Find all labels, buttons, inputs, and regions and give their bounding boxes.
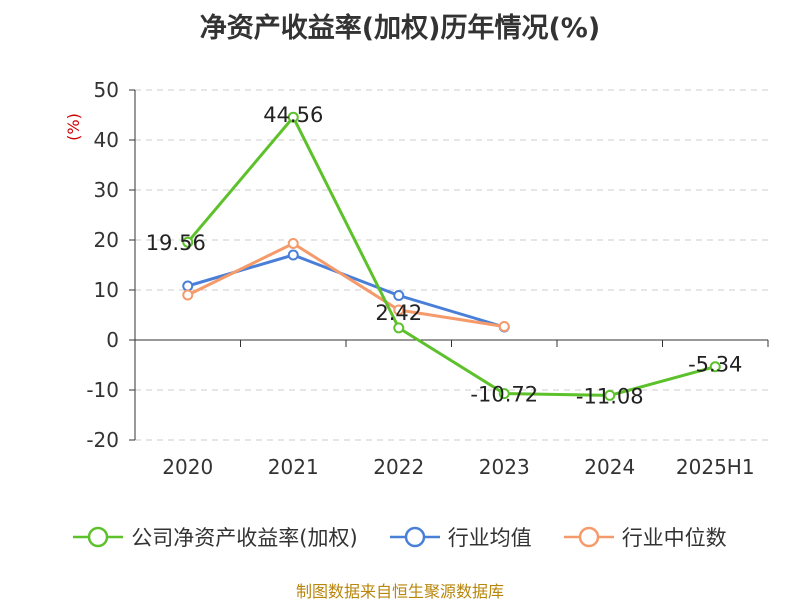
legend-item-industry-avg[interactable]: 行业均值 — [389, 522, 532, 552]
legend-circle-industry-avg — [404, 526, 425, 548]
y-axis-unit-label: (%) — [64, 113, 83, 141]
data-point-0 — [709, 361, 721, 373]
legend-label-company: 公司净资产收益率(加权) — [131, 526, 358, 550]
data-point-0 — [182, 236, 194, 248]
y-tick-label: -20 — [86, 428, 119, 452]
data-point-2 — [498, 321, 510, 332]
x-tick-label: 2020 — [162, 455, 213, 479]
data-point-0 — [604, 389, 616, 401]
series-line-0 — [186, 115, 716, 397]
data-point-2 — [287, 238, 299, 249]
data-label: 19.56 — [146, 231, 206, 255]
x-tick-label: 2022 — [373, 455, 424, 479]
legend-marker-industry-median — [563, 526, 614, 548]
legend: 公司净资产收益率(加权) 行业均值 行业中位数 — [0, 519, 800, 555]
legend-marker-industry-avg — [389, 526, 440, 548]
legend-circle-company — [88, 526, 109, 548]
chart-title: 净资产收益率(加权)历年情况(%) — [199, 13, 601, 44]
data-point-0 — [393, 322, 405, 334]
data-point-1 — [182, 280, 194, 292]
series-line-2 — [187, 242, 505, 328]
legend-item-industry-median[interactable]: 行业中位数 — [563, 522, 727, 552]
x-tick-label: 2025H1 — [676, 455, 755, 479]
legend-label-industry-median: 行业中位数 — [621, 526, 727, 550]
legend-marker-company — [73, 526, 124, 548]
y-tick-label: 10 — [94, 278, 119, 302]
data-label: -11.08 — [576, 384, 644, 408]
y-tick-label: 40 — [94, 128, 119, 152]
data-point-1 — [287, 249, 299, 261]
series-line-1 — [187, 253, 505, 329]
x-tick-label: 2024 — [584, 455, 635, 479]
legend-label-industry-avg: 行业均值 — [447, 526, 532, 550]
data-point-0 — [498, 388, 510, 400]
data-point-0 — [287, 111, 299, 123]
data-label: 44.56 — [263, 103, 323, 127]
data-label: -10.72 — [470, 383, 538, 407]
y-tick-label: -10 — [86, 378, 119, 402]
x-tick-label: 2021 — [268, 455, 319, 479]
data-point-1 — [393, 290, 405, 301]
x-tick-label: 2023 — [479, 455, 530, 479]
legend-circle-industry-median — [578, 526, 599, 548]
y-tick-label: 0 — [106, 328, 119, 352]
y-tick-label: 20 — [94, 228, 119, 252]
data-label: -5.34 — [688, 353, 742, 377]
y-tick-label: 50 — [94, 78, 119, 102]
data-point-2 — [182, 289, 194, 301]
legend-item-company[interactable]: 公司净资产收益率(加权) — [73, 522, 358, 552]
data-label: 2.42 — [375, 301, 422, 325]
data-point-2 — [393, 304, 405, 316]
source-note: 制图数据来自恒生聚源数据库 — [295, 582, 504, 601]
y-tick-label: 30 — [94, 178, 119, 202]
